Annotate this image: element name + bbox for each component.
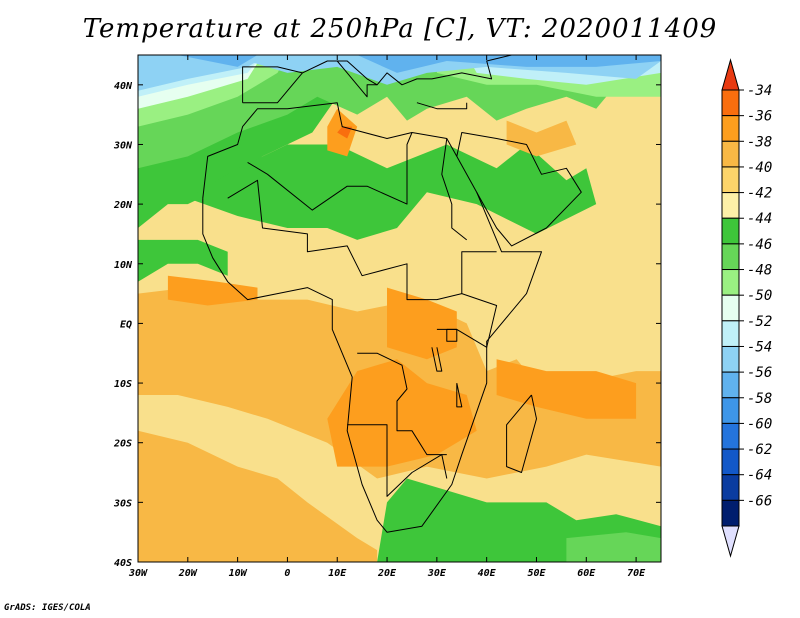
colorbar-swatch <box>721 448 740 476</box>
temperature-field <box>138 55 661 562</box>
lon-tick-label: 20W <box>178 568 198 579</box>
country-boundaries <box>202 55 582 533</box>
lon-tick-label: 10W <box>229 568 248 579</box>
colorbar-label: -64 <box>747 468 772 484</box>
colorbar-swatch <box>721 166 740 194</box>
colorbar-label: -66 <box>747 493 772 509</box>
colorbar-label: -40 <box>747 160 772 176</box>
map-title: Temperature at 250hPa [C], VT: 202001140… <box>82 14 718 44</box>
temp-region-m40-1 <box>138 430 378 562</box>
colorbar-label: -54 <box>747 339 772 355</box>
lon-tick-label: 30E <box>427 568 447 579</box>
colorbar-swatch <box>721 89 740 117</box>
colorbar-label: -44 <box>747 211 772 227</box>
lat-tick-label: 40S <box>114 558 132 569</box>
colorbar-bottom-arrow <box>721 525 740 558</box>
map-frame <box>137 54 662 563</box>
colorbar-swatch <box>721 474 740 501</box>
colorbar-label: -60 <box>747 416 772 432</box>
lon-tick-label: 10E <box>328 568 347 579</box>
colorbar-swatch <box>721 269 740 296</box>
colorbar-top-arrow <box>721 58 740 91</box>
colorbar-label: -58 <box>747 391 772 407</box>
colorbar-swatch <box>721 140 740 168</box>
lon-tick-label: 60E <box>577 568 596 579</box>
lat-tick-label: EQ <box>120 319 132 330</box>
border-central <box>357 352 447 456</box>
lake-tanganyika <box>431 347 443 372</box>
colorbar-label: -56 <box>747 365 772 381</box>
colorbar-label: -46 <box>747 237 772 253</box>
colorbar-swatch <box>721 371 740 399</box>
africa-coastline <box>202 102 542 533</box>
border-sahara-1 <box>247 132 413 211</box>
border-sahara-2 <box>227 179 462 301</box>
lon-tick-label: 0 <box>284 568 290 579</box>
colorbar-swatch <box>721 115 740 142</box>
lat-tick-label: 40N <box>114 81 133 92</box>
colorbar-swatch <box>721 422 740 450</box>
colorbar-swatch <box>721 192 740 219</box>
lat-tick-label: 30S <box>113 498 132 509</box>
lon-tick-label: 30W <box>128 568 148 579</box>
lat-tick-label: 20N <box>113 200 133 211</box>
colorbar-label: -36 <box>747 109 772 125</box>
colorbar: -34 -36 -38 -40 -42 -44 -46 -48 -50 -52 -54 -56 -58 -… <box>721 58 772 558</box>
temp-region-m38-2 <box>496 359 637 419</box>
colorbar-swatch <box>721 397 740 424</box>
colorbar-label: -42 <box>747 186 772 202</box>
temp-region-m36-0 <box>337 126 353 139</box>
lat-tick-label: 20S <box>113 439 132 450</box>
lat-tick-label: 10N <box>114 260 133 271</box>
temp-region-m48-3 <box>566 532 661 562</box>
colorbar-swatch <box>721 243 740 271</box>
lon-tick-label: 40E <box>478 568 497 579</box>
colorbar-label: -38 <box>747 134 772 150</box>
border-south <box>347 424 448 497</box>
colorbar-label: -34 <box>747 83 772 99</box>
red-sea-nile <box>441 138 468 241</box>
colorbar-label: -48 <box>747 263 772 279</box>
lat-tick-label: 10S <box>114 379 132 390</box>
colorbar-swatch <box>721 345 740 373</box>
europe-outline <box>302 55 512 86</box>
colorbar-swatch <box>721 320 740 347</box>
lon-tick-label: 20E <box>377 568 397 579</box>
temp-region-m38-0 <box>327 359 477 467</box>
arabia-outline <box>456 132 582 247</box>
colorbar-label: -52 <box>747 314 772 330</box>
lon-tick-label: 50E <box>527 568 546 579</box>
madagascar-outline <box>506 394 537 473</box>
temp-region-m46-1 <box>187 144 597 240</box>
colorbar-label: -50 <box>747 288 772 304</box>
temp-region-m38-3 <box>167 275 258 306</box>
lat-tick-label: 30N <box>113 140 133 151</box>
temp-region-m58-1 <box>357 55 661 73</box>
temp-region-m38-1 <box>387 287 457 360</box>
anatolia-outline <box>416 102 468 110</box>
colorbar-swatch <box>721 294 740 322</box>
italy-outline <box>327 60 378 98</box>
lake-malawi <box>456 382 463 408</box>
lon-tick-label: 70E <box>627 568 646 579</box>
lake-victoria <box>446 328 458 342</box>
colorbar-swatch <box>721 499 740 527</box>
temp-region-m40-2 <box>506 120 577 157</box>
map-axes: 30W 20W 10W 0 10E 20E 30E 40E 50E 60E 70E 40N 30N 20N… <box>113 55 661 579</box>
credit-label: GrADS: IGES/COLA <box>4 603 91 613</box>
colorbar-swatch <box>721 217 740 245</box>
temp-region-m46-4 <box>138 239 228 282</box>
colorbar-label: -62 <box>747 442 772 458</box>
